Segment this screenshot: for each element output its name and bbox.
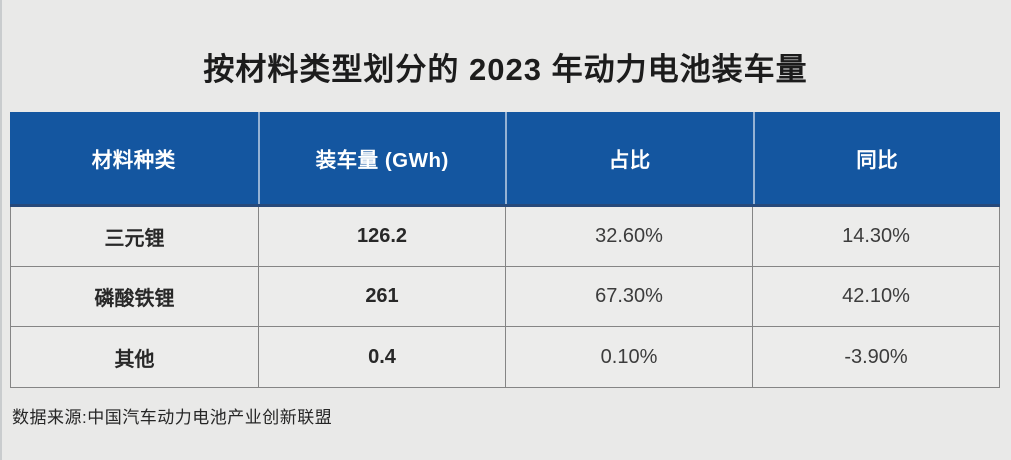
cell-yoy: 14.30%	[752, 207, 999, 266]
column-header-yoy: 同比	[752, 112, 1001, 204]
cell-share: 32.60%	[505, 207, 752, 266]
cell-yoy: 42.10%	[752, 267, 999, 326]
table-row: 三元锂 126.2 32.60% 14.30%	[11, 207, 999, 267]
table-header-row: 材料种类 装车量 (GWh) 占比 同比	[10, 112, 1000, 207]
left-edge-line	[0, 0, 2, 460]
cell-volume: 261	[258, 267, 505, 326]
cell-material: 磷酸铁锂	[94, 288, 175, 310]
cell-material: 三元锂	[104, 228, 165, 250]
cell-yoy: -3.90%	[752, 327, 999, 387]
cell-volume: 0.4	[258, 327, 505, 387]
battery-install-table: 材料种类 装车量 (GWh) 占比 同比 三元锂 126.2 32.60% 14…	[10, 112, 1000, 388]
cell-share: 67.30%	[505, 267, 752, 326]
table-body: 三元锂 126.2 32.60% 14.30% 磷酸铁锂 261 67.30% …	[10, 207, 1000, 388]
cell-share: 0.10%	[505, 327, 752, 387]
column-header-volume: 装车量 (GWh)	[257, 112, 506, 204]
page-title: 按材料类型划分的 2023 年动力电池装车量	[203, 52, 808, 87]
data-source-note: 数据来源:中国汽车动力电池产业创新联盟	[12, 408, 333, 427]
column-header-material: 材料种类	[91, 149, 176, 172]
column-header-share: 占比	[505, 112, 753, 204]
cell-material: 其他	[114, 348, 155, 371]
cell-volume: 126.2	[258, 207, 505, 266]
table-row: 其他 0.4 0.10% -3.90%	[11, 327, 999, 387]
table-row: 磷酸铁锂 261 67.30% 42.10%	[11, 267, 999, 327]
